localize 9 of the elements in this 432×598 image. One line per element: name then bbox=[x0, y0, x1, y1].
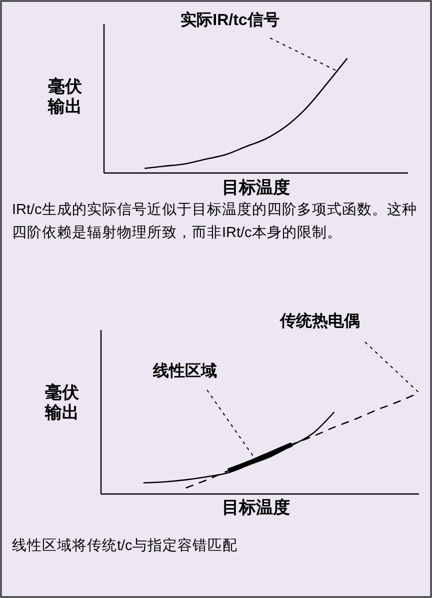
text: 线性区域 bbox=[152, 362, 217, 380]
x-axis-title: 目标温度 bbox=[222, 178, 290, 197]
y-axis-title: 毫伏输出 bbox=[47, 76, 83, 116]
text: IRt/c生成的实际信号近似于目标温度的四阶多项式函数。这种四阶依赖是辐射物理所致，而非IRt/c本身的限制。 bbox=[12, 201, 417, 241]
y-axis-title: 毫伏输出 bbox=[44, 382, 80, 422]
text: 线性区域将传统t/c与指定容错匹配 bbox=[12, 537, 238, 554]
text: 传统热电偶 bbox=[279, 312, 360, 330]
text: 实际IR/tc信号 bbox=[180, 11, 280, 29]
x-axis-title: 目标温度 bbox=[222, 498, 290, 517]
